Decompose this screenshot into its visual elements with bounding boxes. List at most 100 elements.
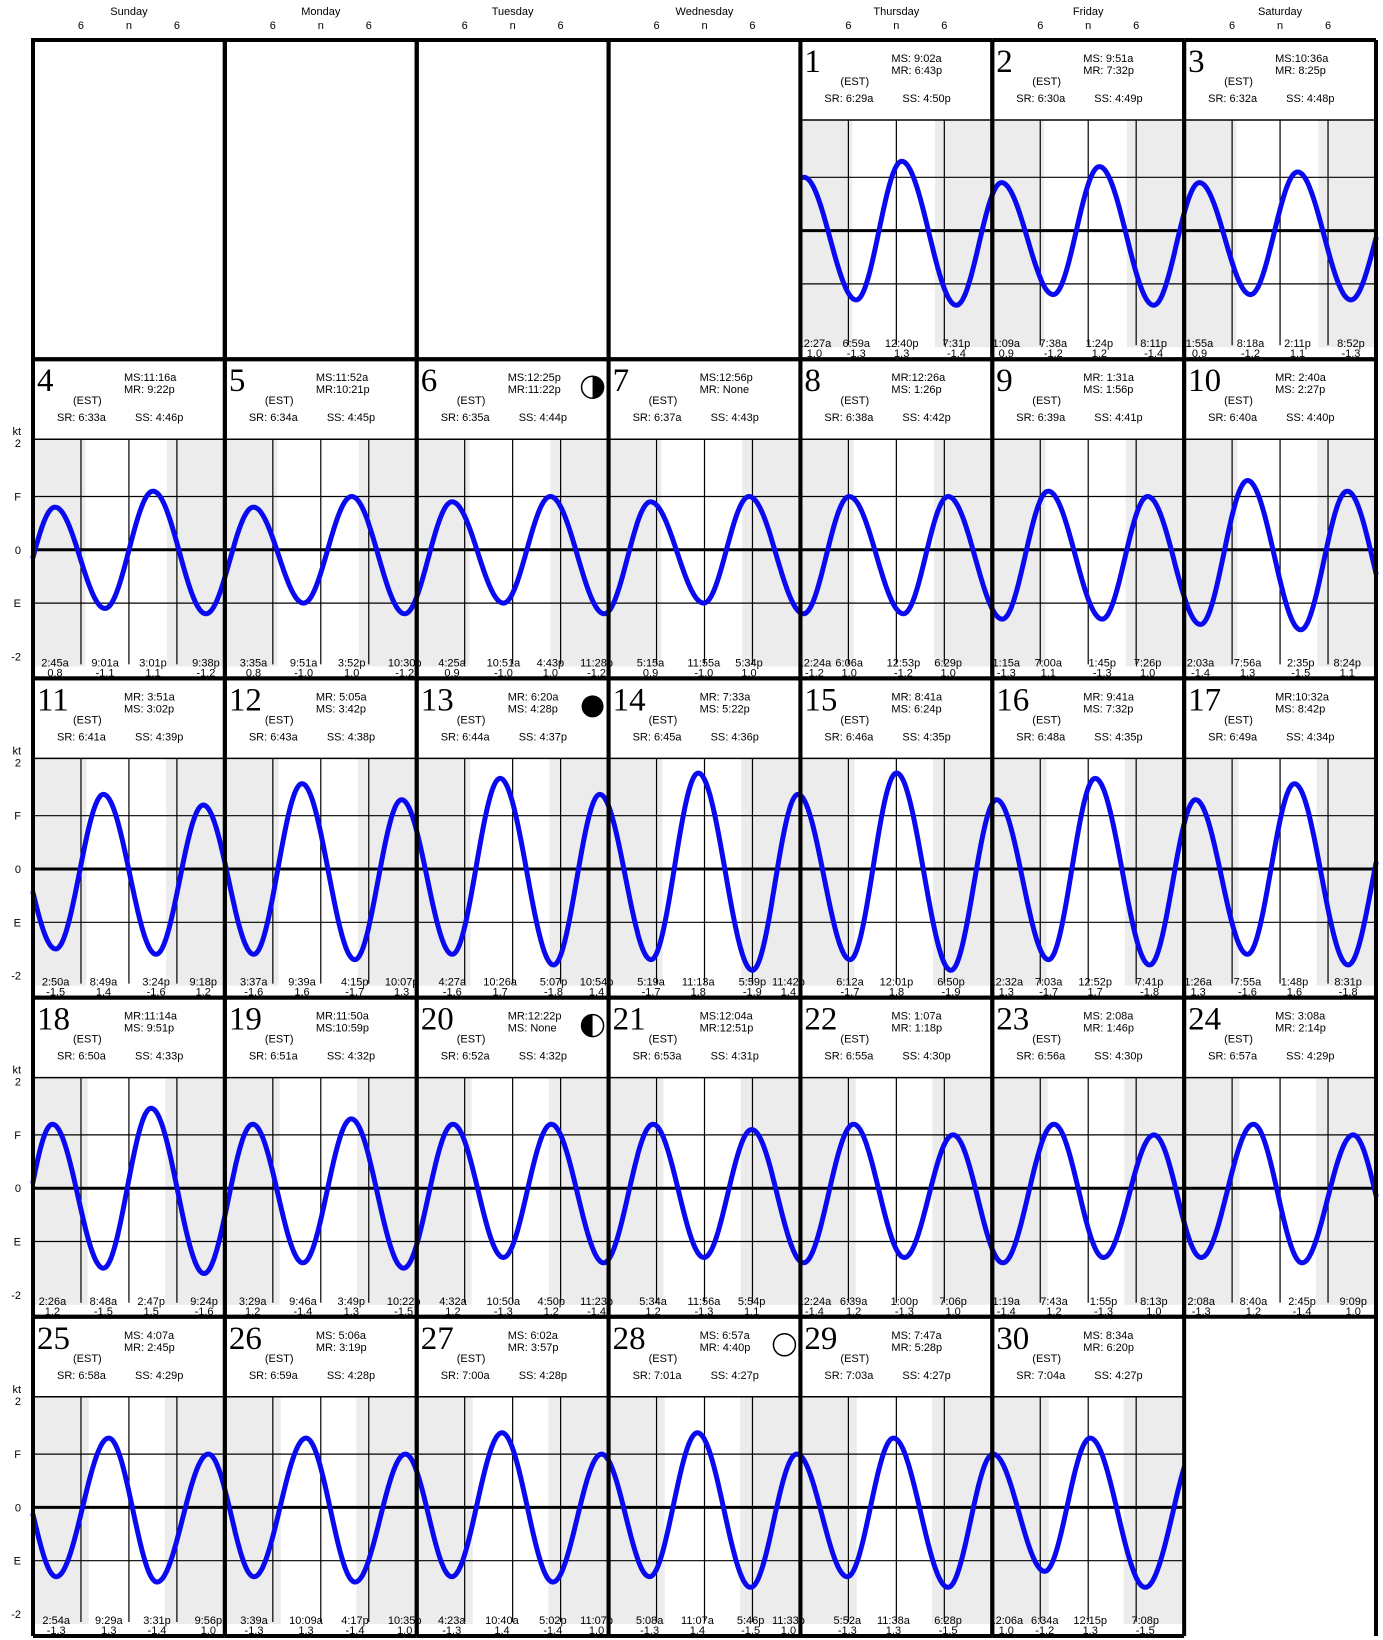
sunset-time: SS: 4:44p — [519, 412, 567, 424]
event-time: 1:48p — [1281, 977, 1309, 989]
event-label: 9:38p-1.2 — [192, 657, 220, 679]
event-time: 3:01p — [139, 657, 167, 669]
event-time: 11:33p — [772, 1615, 805, 1627]
event-time: 9:38p — [192, 657, 220, 669]
moon-time: MS: 3:42p — [316, 703, 366, 715]
sunset-time: SS: 4:35p — [1094, 731, 1142, 743]
day-number: 4 — [37, 363, 54, 399]
event-time: 12:06a — [989, 1615, 1024, 1627]
sunset-time: SS: 4:30p — [1094, 1051, 1142, 1063]
event-time: 4:15p — [341, 977, 369, 989]
timezone-label: (EST) — [457, 1353, 486, 1365]
event-time: 2:45a — [41, 657, 69, 669]
event-time: 3:31p — [143, 1615, 171, 1627]
moon-time: MR: 6:43p — [891, 65, 942, 77]
moon-time: MS:11:52a — [316, 372, 369, 384]
event-label: 1:55p-1.3 — [1090, 1296, 1118, 1318]
moon-time: MR: 5:28p — [891, 1342, 942, 1354]
sunrise-time: SR: 7:04a — [1016, 1370, 1066, 1382]
timezone-label: (EST) — [1032, 714, 1061, 726]
weekday-label: Wednesday — [676, 6, 734, 18]
moon-time: MR: 8:41a — [891, 691, 943, 703]
event-time: 5:52a — [834, 1615, 862, 1627]
moon-time: MR: 3:51a — [124, 691, 176, 703]
event-label: 6:28p-1.5 — [934, 1615, 962, 1637]
night-shade — [992, 439, 1046, 667]
event-label: 4:23a-1.3 — [438, 1615, 466, 1637]
hour-tick-label: 6 — [1133, 20, 1139, 32]
first-quarter-moon-icon — [580, 375, 605, 399]
day-number: 26 — [229, 1321, 262, 1357]
empty-day-cell — [33, 40, 225, 360]
night-shade — [800, 758, 855, 986]
event-label: 11:56a-1.3 — [688, 1296, 722, 1318]
day-number: 23 — [996, 1002, 1029, 1038]
moon-time: MR: 2:40a — [1275, 372, 1327, 384]
event-time: 3:24p — [142, 977, 170, 989]
moon-time: MS: 6:02a — [508, 1330, 559, 1342]
sunrise-time: SR: 6:38a — [824, 412, 874, 424]
last-quarter-moon-icon — [580, 1013, 605, 1038]
night-shade — [740, 1077, 801, 1305]
timezone-label: (EST) — [1224, 76, 1253, 88]
event-time: 10:35p — [388, 1615, 422, 1627]
night-shade — [932, 1077, 993, 1305]
night-shade — [741, 758, 801, 986]
event-time: 6:06a — [835, 657, 863, 669]
event-time: 9:39a — [288, 977, 316, 989]
event-label: 6:12a-1.7 — [836, 977, 864, 999]
event-time: 7:00a — [1034, 657, 1062, 669]
event-time: 7:38a — [1040, 338, 1068, 350]
event-label: 11:55a-1.0 — [687, 657, 721, 679]
y-tick-label: -2 — [11, 1290, 21, 1302]
event-time: 1:55p — [1090, 1296, 1118, 1308]
event-label: 9:24p-1.6 — [190, 1296, 218, 1318]
event-label: 1:00p-1.3 — [891, 1296, 919, 1318]
event-time: 12:40p — [885, 338, 919, 350]
event-time: 11:38a — [877, 1615, 911, 1627]
event-time: 5:59p — [739, 977, 767, 989]
y-tick-label: 2 — [15, 438, 21, 450]
event-label: 8:52p-1.3 — [1337, 338, 1365, 360]
timezone-label: (EST) — [457, 395, 486, 407]
event-label: 9:01a-1.1 — [91, 657, 119, 679]
moon-time: MR:12:26a — [891, 372, 946, 384]
event-label: 1:15a-1.3 — [993, 657, 1021, 679]
event-time: 1:09a — [993, 338, 1021, 350]
event-time: 12:27a — [798, 338, 833, 350]
moon-time: MR:10:21p — [316, 384, 370, 396]
event-time: 8:13p — [1140, 1296, 1168, 1308]
day-number: 20 — [421, 1002, 454, 1038]
event-time: 10:09a — [289, 1615, 324, 1627]
timezone-label: (EST) — [840, 714, 869, 726]
hour-tick-label: n — [1277, 20, 1283, 32]
y-tick-label: E — [14, 1556, 21, 1568]
night-shade — [224, 1396, 281, 1624]
night-shade — [1318, 120, 1376, 348]
event-label: 5:59p-1.9 — [739, 977, 767, 999]
moon-time: MS:10:59p — [316, 1023, 369, 1035]
sunrise-time: SR: 6:30a — [1016, 93, 1066, 105]
event-time: 11:13a — [682, 977, 716, 989]
y-tick-label: -2 — [11, 651, 21, 663]
sunrise-time: SR: 6:39a — [1016, 412, 1066, 424]
event-label: 8:48a-1.5 — [90, 1296, 118, 1318]
event-time: 11:07p — [580, 1615, 613, 1627]
event-time: 6:50p — [937, 977, 965, 989]
event-label: 7:38a-1.2 — [1040, 338, 1068, 360]
weekday-label: Thursday — [873, 6, 919, 18]
timezone-label: (EST) — [649, 1353, 678, 1365]
